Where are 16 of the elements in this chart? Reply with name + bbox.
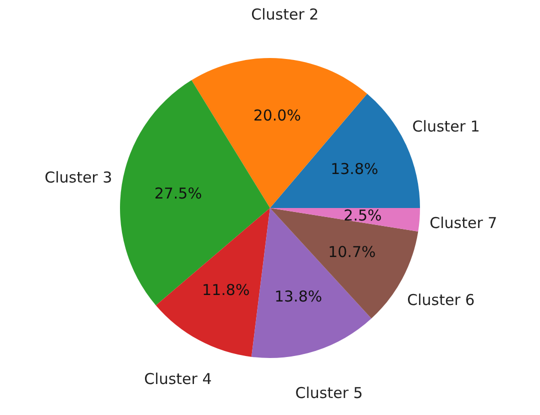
slice-label: Cluster 5 bbox=[295, 384, 363, 402]
data-label: 20.0% bbox=[253, 106, 301, 124]
slice-label: Cluster 2 bbox=[251, 6, 319, 24]
data-label: 27.5% bbox=[154, 184, 202, 202]
slice-label: Cluster 1 bbox=[412, 118, 480, 136]
data-label: 11.8% bbox=[202, 280, 250, 299]
slice-label: Cluster 4 bbox=[144, 370, 212, 388]
slice-label: Cluster 3 bbox=[44, 168, 112, 187]
slice-label: Cluster 6 bbox=[407, 290, 475, 309]
pie-slice bbox=[156, 208, 270, 357]
data-label: 13.8% bbox=[330, 160, 378, 178]
data-label: 2.5% bbox=[344, 206, 382, 224]
data-label: 13.8% bbox=[274, 288, 322, 306]
data-label: 10.7% bbox=[328, 242, 376, 261]
slice-label: Cluster 7 bbox=[430, 214, 498, 232]
pie-slice bbox=[270, 208, 420, 232]
